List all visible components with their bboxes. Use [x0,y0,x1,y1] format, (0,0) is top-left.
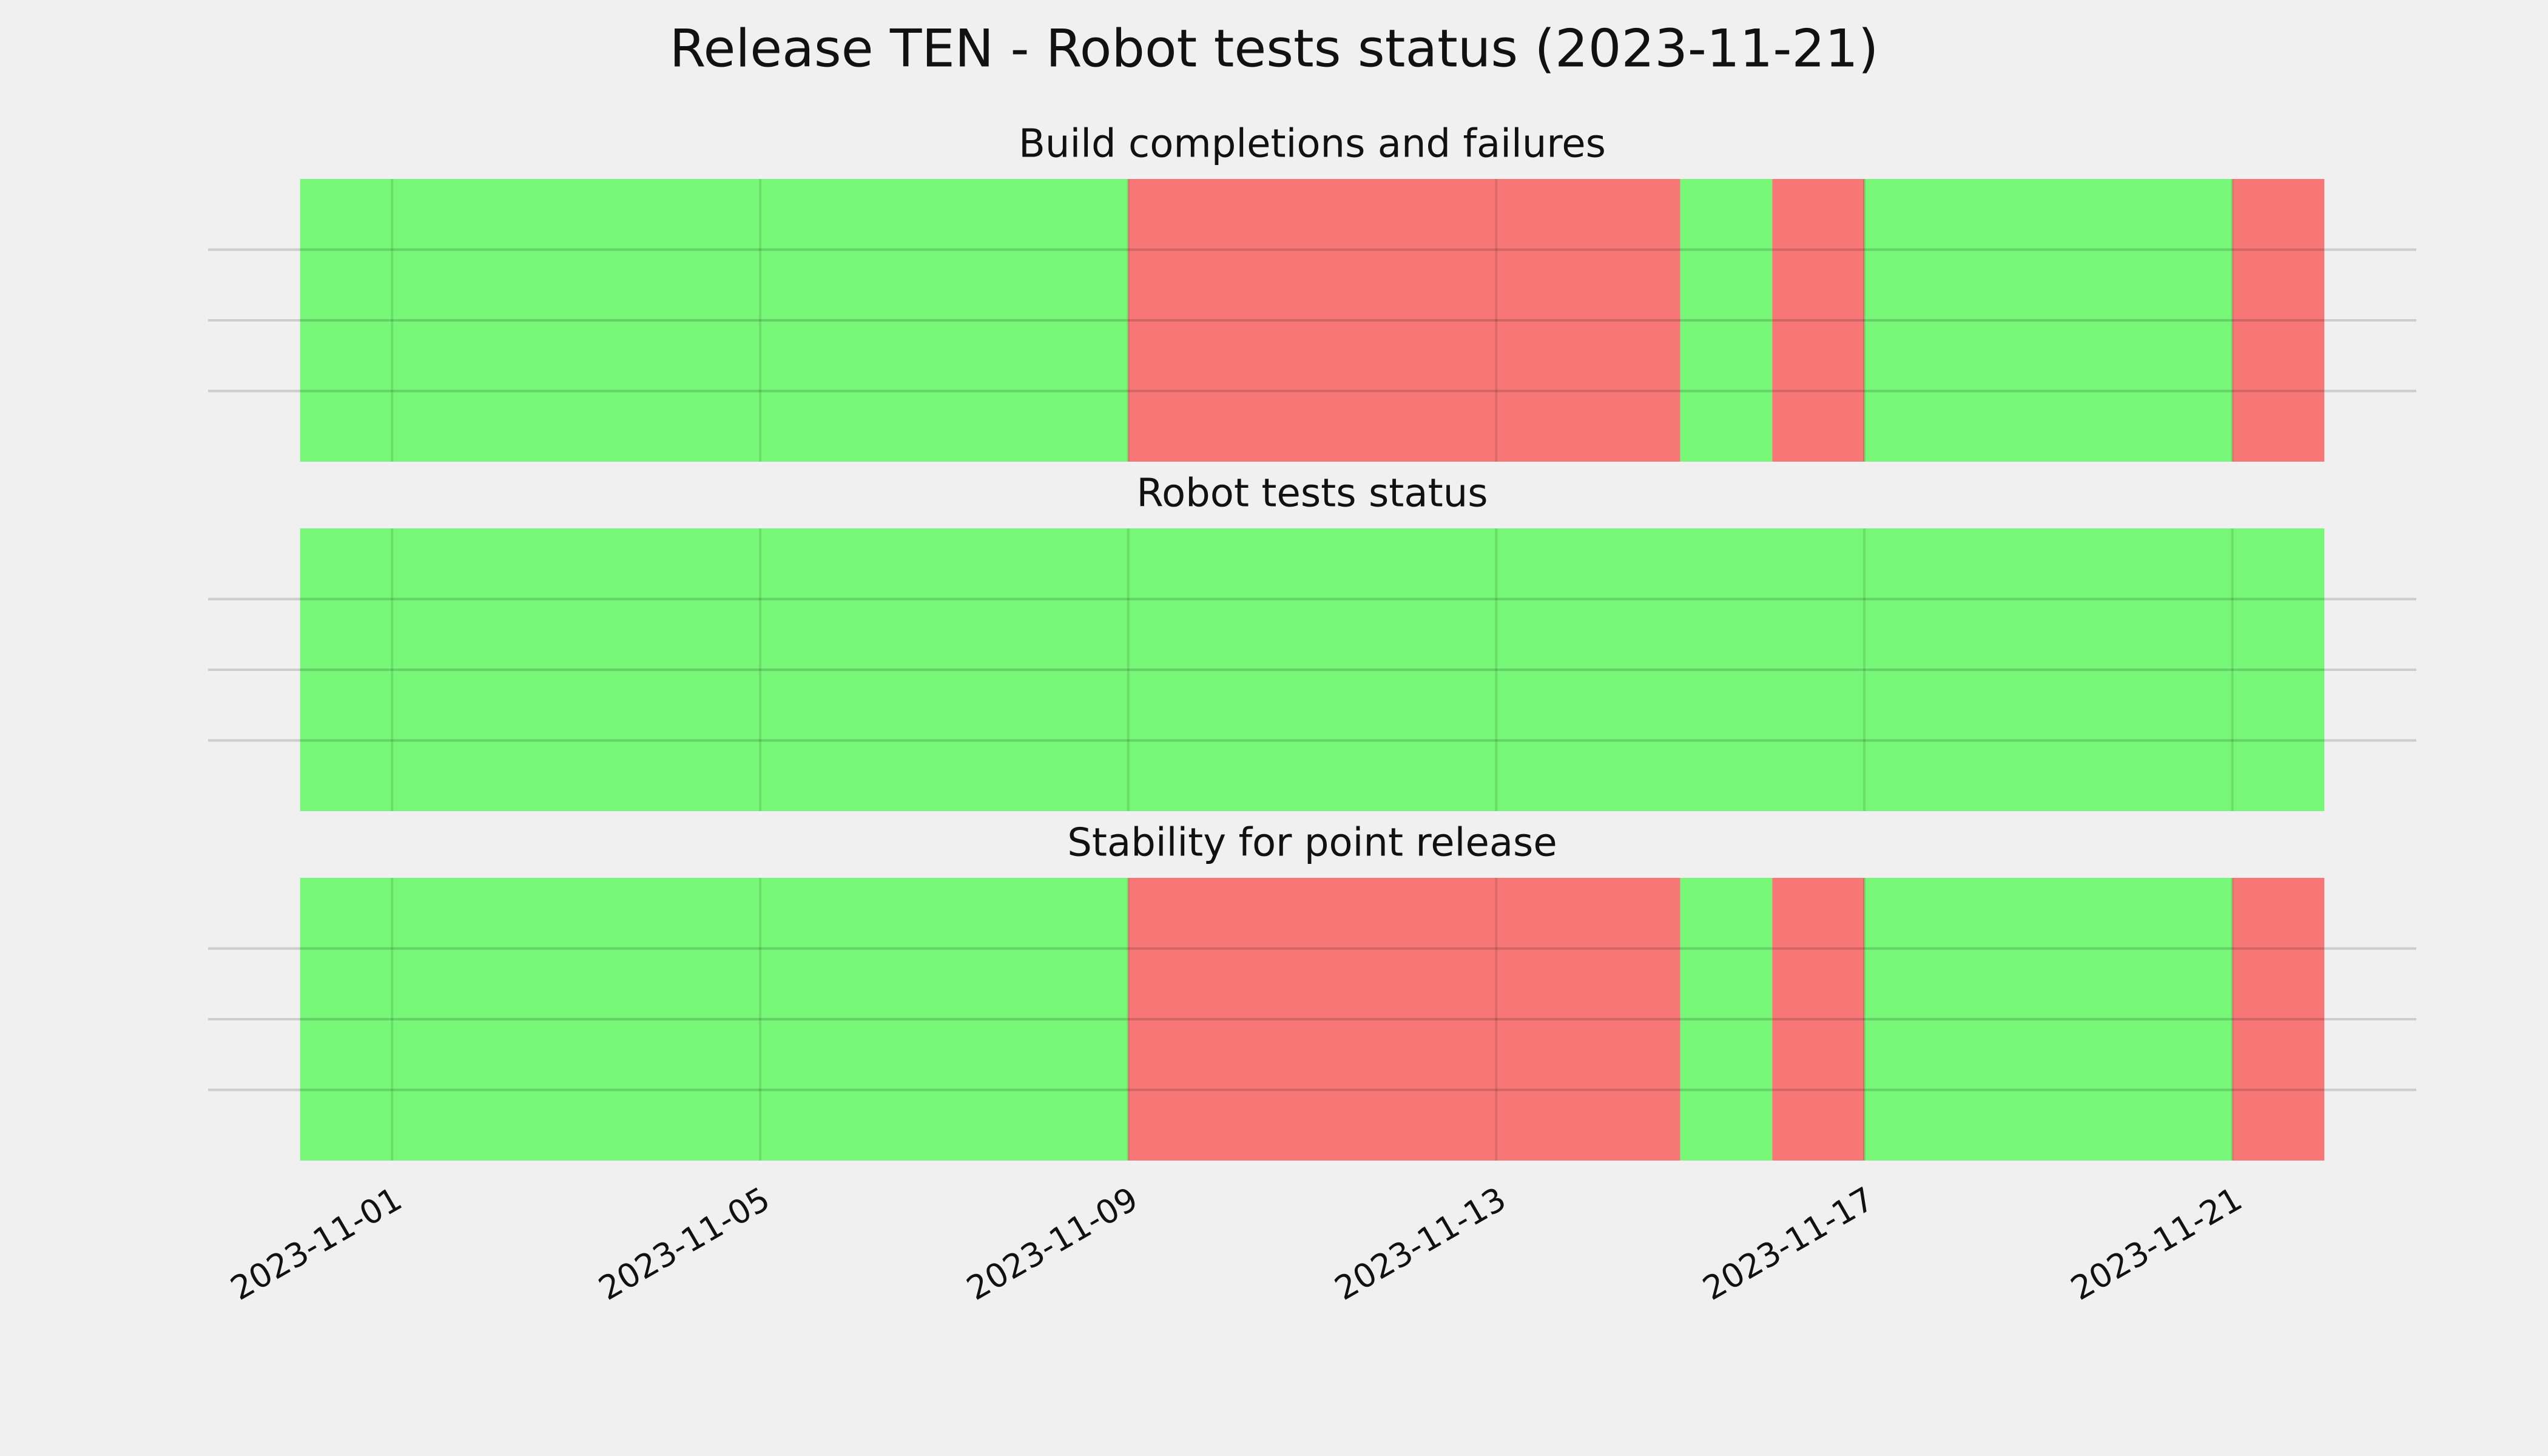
status-span [1680,878,1773,1161]
status-span [1680,179,1773,462]
status-span [300,179,1128,462]
figure-title: Release TEN - Robot tests status (2023-1… [670,18,1879,79]
status-span [1772,179,1864,462]
status-span [2232,179,2325,462]
status-span [300,878,1128,1161]
status-span [1772,878,1864,1161]
subplot-title: Robot tests status [1136,471,1488,516]
status-span [300,528,2325,811]
status-span [2232,878,2325,1161]
subplot-title: Stability for point release [1067,821,1557,866]
status-span [1864,179,2233,462]
subplot-title: Build completions and failures [1019,122,1606,167]
status-span [1864,878,2233,1161]
status-span [1128,878,1680,1161]
status-span [1128,179,1680,462]
